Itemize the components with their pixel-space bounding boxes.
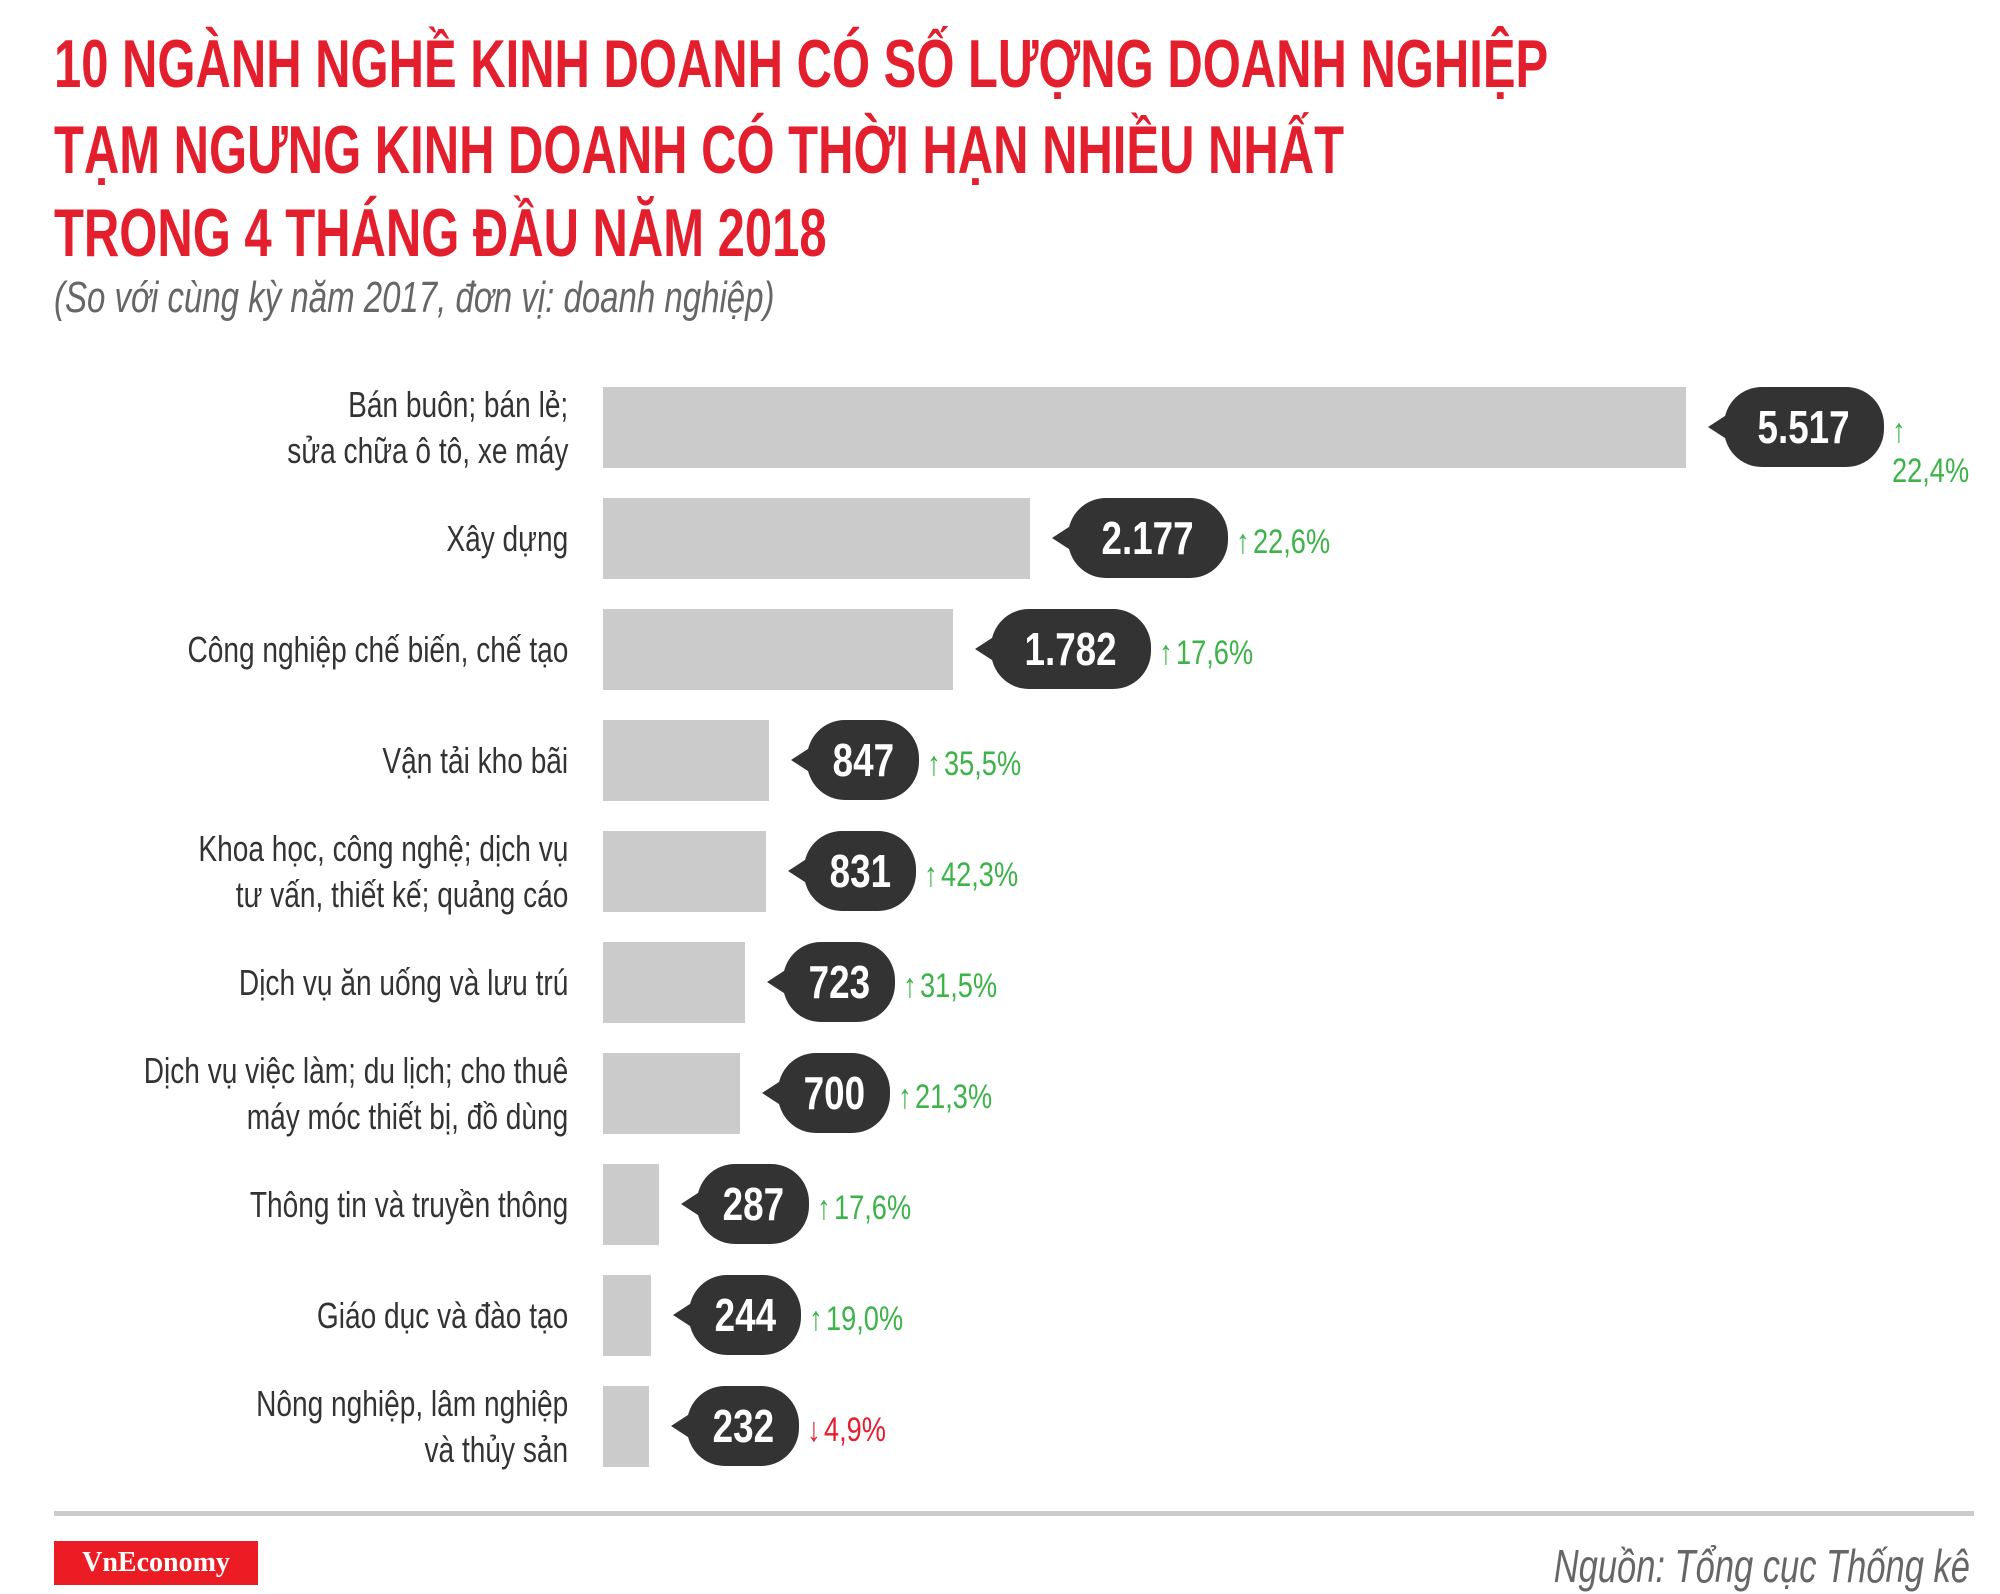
change-label: ↑ 35,5% — [927, 745, 1022, 783]
category-label: Nông nghiệp, lâm nghiệp và thủy sản — [255, 1382, 568, 1470]
bar — [603, 1164, 659, 1245]
value-label: 831 — [788, 831, 916, 911]
footer-divider — [54, 1511, 1974, 1516]
category-label: Dịch vụ ăn uống và lưu trú — [238, 961, 568, 1003]
arrow-down-icon: ↓ — [807, 1411, 821, 1449]
change-label: ↑ 17,6% — [1159, 634, 1254, 672]
category-label: Công nghiệp chế biến, chế tạo — [187, 628, 568, 670]
category-label: Giáo dục và đào tạo — [316, 1294, 568, 1336]
value-label: 2.177 — [1052, 498, 1228, 578]
category-label: Thông tin và truyền thông — [249, 1183, 568, 1225]
change-label: ↑ 31,5% — [903, 967, 998, 1005]
change-label: ↑ 21,3% — [898, 1078, 993, 1116]
value-label: 287 — [681, 1164, 809, 1244]
change-label: ↑22,4% — [1892, 412, 1970, 490]
arrow-up-icon: ↑ — [817, 1189, 831, 1227]
arrow-up-icon: ↑ — [903, 967, 917, 1005]
value-label: 5.517 — [1708, 387, 1884, 467]
bar — [603, 498, 1030, 579]
chart-subtitle: (So với cùng kỳ năm 2017, đơn vị: doanh … — [54, 273, 775, 322]
value-label: 232 — [671, 1386, 799, 1466]
arrow-up-icon: ↑ — [898, 1078, 912, 1116]
bar — [603, 1386, 649, 1467]
value-label: 700 — [762, 1053, 890, 1133]
bar — [603, 609, 953, 690]
bar — [603, 387, 1686, 468]
value-label: 1.782 — [975, 609, 1151, 689]
category-label: Xây dựng — [446, 517, 568, 559]
change-label: ↑ 42,3% — [924, 856, 1019, 894]
category-label: Bán buôn; bán lẻ; sửa chữa ô tô, xe máy — [286, 383, 568, 471]
change-label: ↑ 22,6% — [1236, 523, 1331, 561]
bar — [603, 1275, 651, 1356]
chart-title-line-1: 10 NGÀNH NGHỀ KINH DOANH CÓ SỐ LƯỢNG DOA… — [54, 26, 1549, 102]
arrow-up-icon: ↑ — [927, 745, 941, 783]
bar — [603, 1053, 740, 1134]
category-label: Khoa học, công nghệ; dịch vụ tư vấn, thiế… — [197, 827, 568, 915]
category-label: Vận tải kho bãi — [382, 739, 568, 781]
arrow-up-icon: ↑ — [1159, 634, 1173, 672]
source-note: Nguồn: Tổng cục Thống kê — [1553, 1540, 1970, 1592]
bar — [603, 831, 766, 912]
arrow-up-icon: ↑ — [809, 1300, 823, 1338]
chart-title-line-2: TẠM NGƯNG KINH DOANH CÓ THỜI HẠN NHIỀU N… — [54, 112, 1345, 188]
arrow-up-icon: ↑ — [1892, 412, 1906, 450]
change-label: ↑ 17,6% — [817, 1189, 912, 1227]
change-label: ↓ 4,9% — [807, 1411, 886, 1449]
vneconomy-logo: VnEconomy — [54, 1541, 258, 1585]
value-label: 244 — [673, 1275, 801, 1355]
arrow-up-icon: ↑ — [1236, 523, 1250, 561]
bar — [603, 720, 769, 801]
category-label: Dịch vụ việc làm; du lịch; cho thuê máy m… — [143, 1049, 568, 1137]
value-label: 723 — [767, 942, 895, 1022]
change-label: ↑ 19,0% — [809, 1300, 904, 1338]
chart-title-line-3: TRONG 4 THÁNG ĐẦU NĂM 2018 — [54, 195, 827, 271]
bar — [603, 942, 745, 1023]
value-label: 847 — [791, 720, 919, 800]
arrow-up-icon: ↑ — [924, 856, 938, 894]
